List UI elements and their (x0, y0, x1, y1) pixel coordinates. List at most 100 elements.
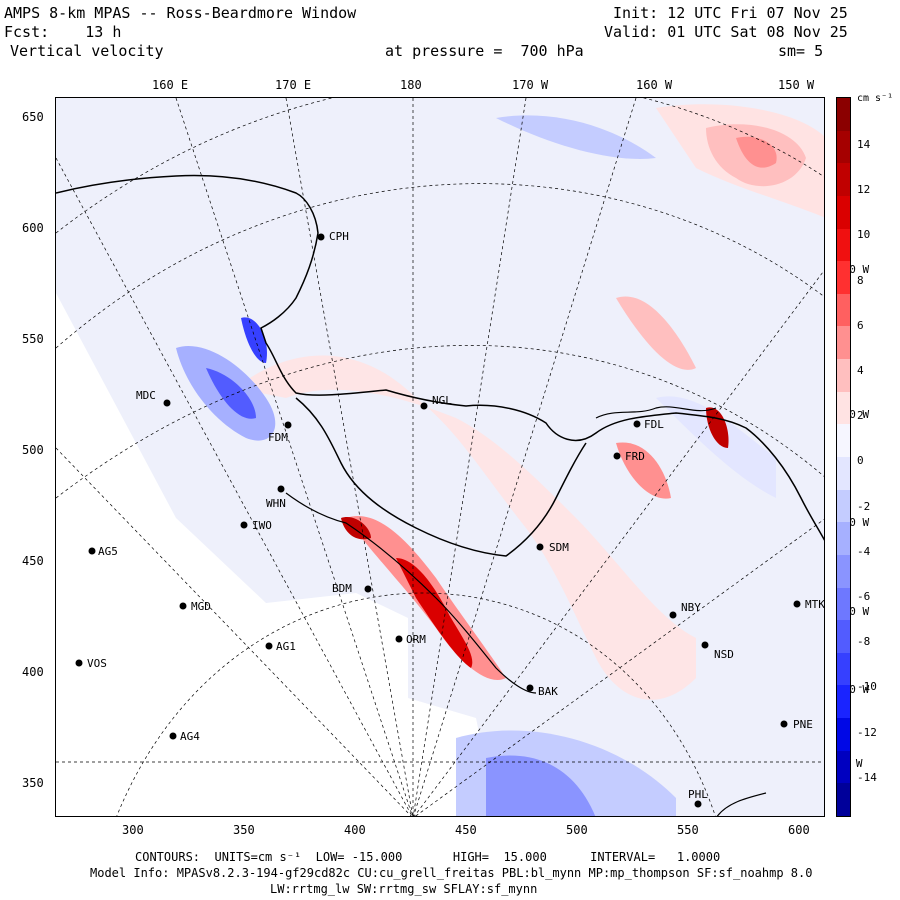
no-data-region (56, 293, 408, 816)
init-time: Init: 12 UTC Fri 07 Nov 25 (613, 4, 848, 22)
colorbar-swatch (837, 391, 850, 425)
colorbar-swatch (837, 620, 850, 654)
warm-region (616, 296, 696, 370)
coastline (716, 792, 767, 816)
colorbar-swatch (837, 750, 850, 784)
station-label: ORM (406, 633, 426, 646)
station-label: NBY (681, 601, 701, 614)
warm-region (236, 355, 696, 700)
valid-time: Valid: 01 UTC Sat 08 Nov 25 (604, 23, 848, 41)
cold-region (241, 317, 267, 363)
colorbar-label: 0 (857, 454, 864, 468)
colorbar-label: 4 (857, 364, 864, 377)
graticule (56, 98, 824, 816)
station-label: VOS (87, 657, 107, 670)
colorbar-label: 12 (857, 183, 871, 197)
station-label: NSD (714, 648, 734, 661)
top-tick: 180 (400, 78, 422, 92)
colorbar-label: 2 (857, 409, 864, 423)
station-label: MDC (136, 389, 156, 402)
station-label: BAK (538, 685, 558, 698)
contour-info: CONTOURS: UNITS=cm s⁻¹ LOW= -15.000 HIGH… (135, 850, 721, 864)
colorbar-label: -4 (857, 544, 871, 558)
y-tick: 550 (22, 332, 44, 346)
forecast-hour: Fcst: 13 h (4, 23, 122, 41)
station-label: PNE (793, 718, 813, 731)
x-tick: 550 (677, 823, 699, 837)
top-tick: 170 E (275, 78, 312, 92)
colorbar-swatch (837, 293, 850, 327)
colorbar-swatch (837, 98, 850, 132)
station-label: IWO (252, 519, 272, 532)
station-label: AG4 (180, 730, 200, 743)
station-label: WHN (266, 497, 286, 510)
coastline (295, 397, 587, 557)
colorbar-swatch (837, 424, 850, 458)
colorbar-label: 14 (857, 138, 871, 151)
coastline (595, 406, 717, 419)
x-tick: 450 (455, 823, 477, 837)
colorbar-label: 8 (857, 273, 864, 287)
colorbar-swatch (837, 359, 850, 393)
station-label: MTK (805, 598, 825, 611)
colorbar-swatch (837, 489, 850, 523)
colorbar-swatch (837, 783, 850, 817)
station-label: SDM (549, 541, 569, 554)
colorbar-swatch (837, 554, 850, 589)
smoothing: sm= 5 (778, 42, 824, 60)
colorbar-label: -12 (857, 725, 877, 739)
y-tick: 450 (22, 554, 44, 568)
cold-region (206, 368, 256, 419)
top-tick: 150 W (778, 78, 815, 92)
top-tick: 160 E (152, 78, 189, 92)
colorbar-label: -6 (857, 590, 871, 603)
colorbar-label: -14 (857, 770, 877, 784)
colorbar-swatch (837, 326, 850, 360)
warm-region (341, 517, 371, 540)
warm-region (396, 558, 473, 668)
station-label: PHL (688, 788, 708, 801)
pressure-level: at pressure = 700 hPa (385, 42, 584, 60)
coastline (285, 492, 537, 694)
colorbar-label: -8 (857, 635, 871, 649)
cold-region (486, 755, 596, 816)
x-tick: 300 (122, 823, 144, 837)
y-tick: 600 (22, 221, 44, 235)
x-tick: 350 (233, 823, 255, 837)
cold-region (656, 396, 776, 498)
station-label: AG1 (276, 640, 296, 653)
station-label: FDM (268, 431, 288, 444)
station-label: CPH (329, 230, 349, 243)
colorbar-swatch (837, 587, 850, 621)
y-tick: 500 (22, 443, 44, 457)
y-tick: 350 (22, 776, 44, 790)
station-label: NGL (432, 394, 452, 407)
top-tick: 170 W (512, 78, 549, 92)
colorbar-swatch (837, 130, 850, 164)
station-label: FDL (644, 418, 664, 431)
colorbar-swatch (837, 261, 850, 295)
colorbar-label: 6 (857, 318, 864, 332)
station-label: BDM (332, 582, 352, 595)
top-tick: 160 W (636, 78, 673, 92)
y-tick: 400 (22, 665, 44, 679)
colorbar-label: -2 (857, 499, 871, 513)
map-canvas (56, 98, 824, 816)
colorbar-swatch (837, 522, 850, 556)
map-title: AMPS 8-km MPAS -- Ross-Beardmore Window (4, 4, 357, 22)
field-name: Vertical velocity (10, 42, 164, 60)
cold-region (496, 115, 656, 159)
warm-region (736, 136, 777, 168)
colorbar-swatch (837, 228, 850, 262)
y-tick: 650 (22, 110, 44, 124)
coastline (56, 174, 824, 541)
colorbar-swatch (837, 163, 850, 197)
colorbar-label: -10 (857, 680, 877, 694)
map-plot[interactable]: CPH NGL MDC FDM WHN IWO AG5 SDM BDM MGD … (55, 97, 825, 817)
colorbar-units: cm s⁻¹ (857, 93, 894, 104)
x-tick: 400 (344, 823, 366, 837)
x-tick: 600 (788, 823, 810, 837)
colorbar-swatch (837, 685, 850, 719)
colorbar-label: 10 (857, 228, 871, 242)
colorbar (836, 97, 851, 817)
